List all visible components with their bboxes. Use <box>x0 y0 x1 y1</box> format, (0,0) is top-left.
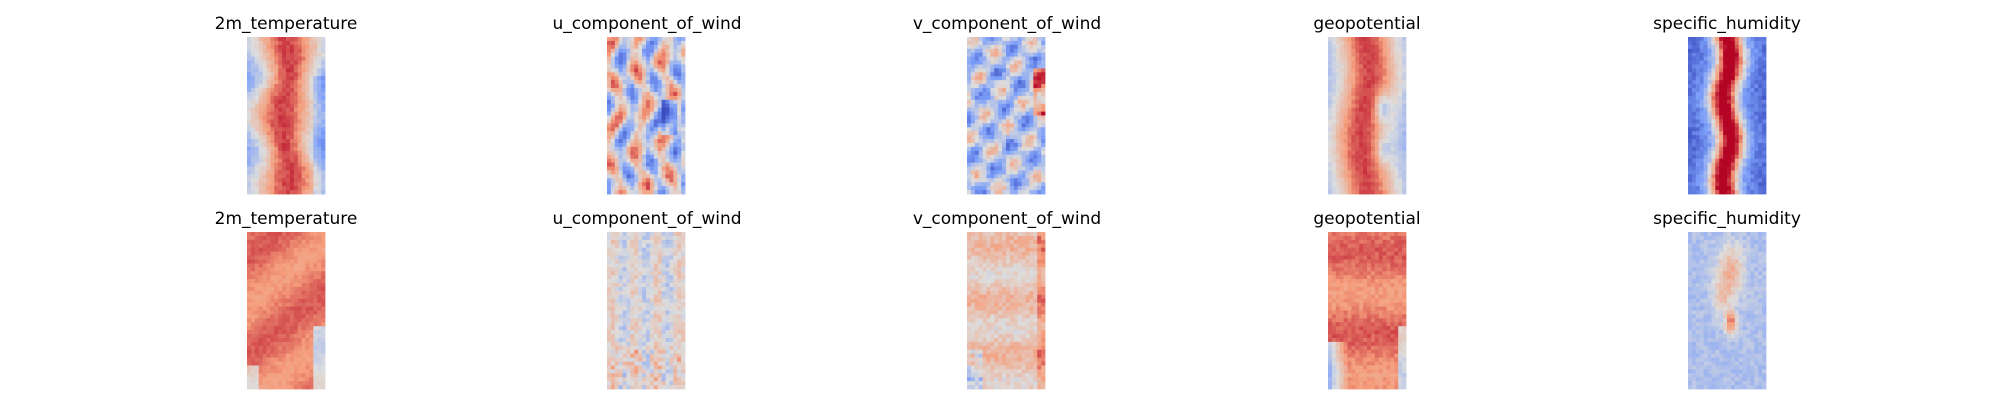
panel-title-r0-c1: u_component_of_wind <box>552 14 741 34</box>
heatmap-r0-c3 <box>1328 37 1407 195</box>
panel-title-r1-c3: geopotential <box>1313 209 1420 229</box>
heatmap-r1-c1 <box>607 232 686 390</box>
panel-title-r0-c2: v_component_of_wind <box>913 14 1101 34</box>
heatmap-panels <box>247 37 1767 390</box>
panel-title-r1-c1: u_component_of_wind <box>552 209 741 229</box>
heatmap-r1-c4 <box>1688 232 1767 390</box>
heatmap-r0-c4 <box>1688 37 1767 195</box>
panel-title-r0-c3: geopotential <box>1313 14 1420 34</box>
heatmap-r0-c2 <box>967 37 1046 195</box>
heatmap-r1-c0 <box>247 232 326 390</box>
panel-title-r0-c4: specific_humidity <box>1653 14 1801 34</box>
panel-title-r1-c0: 2m_temperature <box>215 209 358 229</box>
panel-title-r1-c2: v_component_of_wind <box>913 209 1101 229</box>
heatmap-r0-c0 <box>247 37 326 195</box>
panel-title-r1-c4: specific_humidity <box>1653 209 1801 229</box>
heatmap-r0-c1 <box>607 37 686 195</box>
panel-title-r0-c0: 2m_temperature <box>215 14 358 34</box>
heatmap-r1-c2 <box>967 232 1046 390</box>
heatmap-r1-c3 <box>1328 232 1407 390</box>
